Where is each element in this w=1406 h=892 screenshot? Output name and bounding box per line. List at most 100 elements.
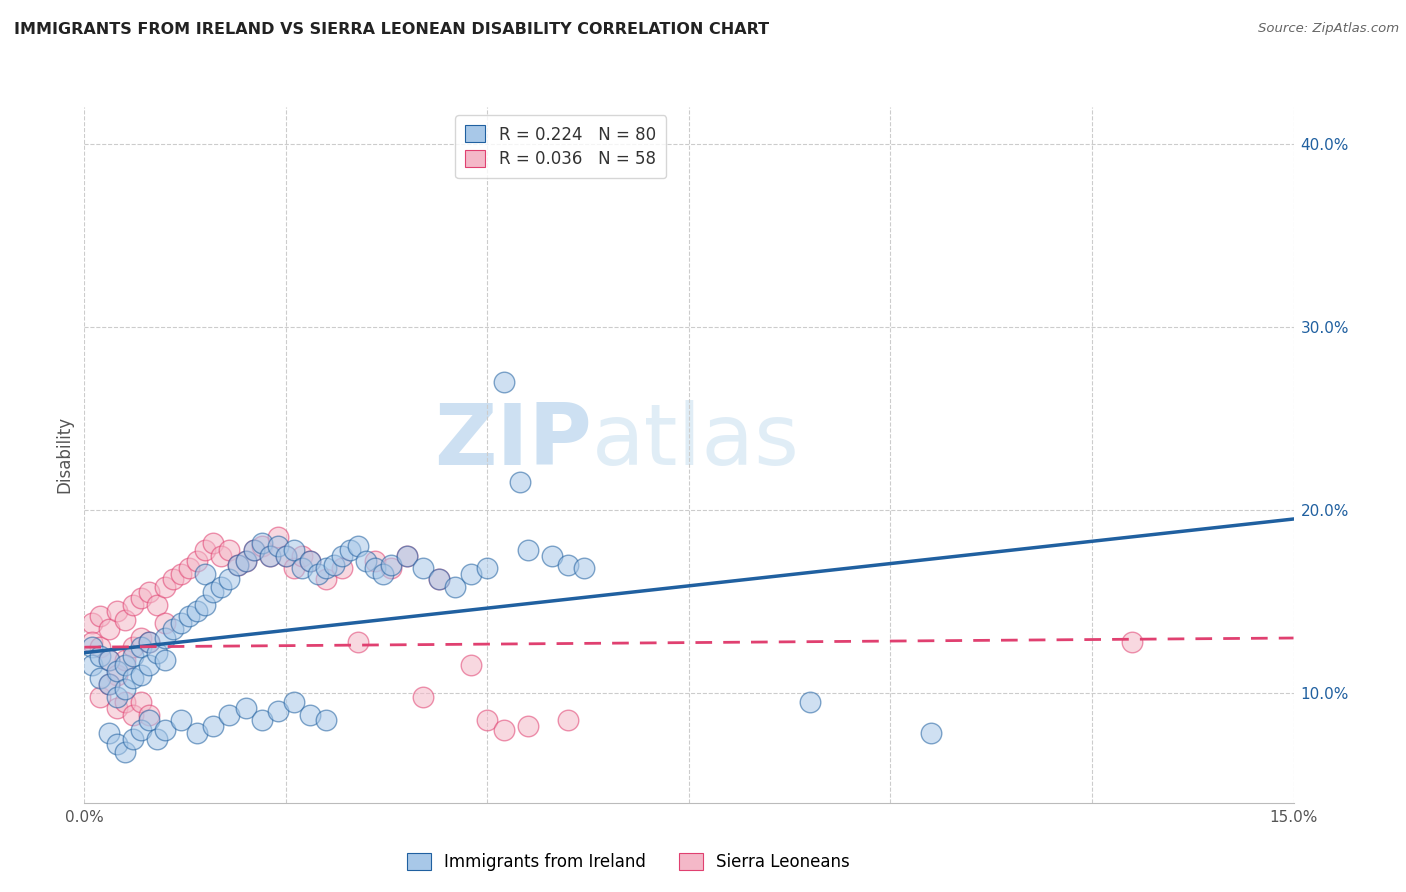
Point [274, 549, 297, 563]
Point [460, 658, 482, 673]
Point [114, 613, 136, 627]
Point [427, 573, 450, 587]
Point [89, 690, 111, 704]
Point [146, 646, 169, 660]
Point [209, 580, 232, 594]
Point [82, 616, 104, 631]
Point [129, 591, 152, 605]
Point [541, 549, 564, 563]
Point [202, 719, 225, 733]
Point [138, 634, 160, 648]
Point [105, 700, 128, 714]
Point [356, 554, 378, 568]
Point [299, 554, 322, 568]
Point [235, 554, 257, 568]
Point [89, 640, 111, 655]
Point [339, 543, 361, 558]
Point [114, 745, 136, 759]
Point [121, 731, 143, 746]
Point [146, 598, 169, 612]
Point [291, 549, 314, 563]
Point [153, 616, 176, 631]
Point [138, 707, 160, 722]
Point [105, 690, 128, 704]
Point [129, 723, 152, 737]
Point [105, 667, 128, 681]
Point [97, 726, 120, 740]
Point [492, 723, 515, 737]
Point [283, 561, 305, 575]
Y-axis label: Disability: Disability [55, 417, 73, 493]
Point [89, 609, 111, 624]
Point [209, 549, 232, 563]
Point [363, 561, 385, 575]
Point [202, 536, 225, 550]
Point [114, 682, 136, 697]
Text: IMMIGRANTS FROM IRELAND VS SIERRA LEONEAN DISABILITY CORRELATION CHART: IMMIGRANTS FROM IRELAND VS SIERRA LEONEA… [14, 22, 769, 37]
Point [202, 585, 225, 599]
Point [444, 580, 467, 594]
Point [194, 543, 217, 558]
Point [283, 695, 305, 709]
Point [226, 558, 249, 572]
Text: ZIP: ZIP [434, 400, 592, 483]
Point [412, 561, 434, 575]
Point [138, 658, 160, 673]
Point [347, 540, 370, 554]
Point [299, 554, 322, 568]
Point [460, 566, 482, 581]
Point [299, 707, 322, 722]
Point [347, 634, 370, 648]
Point [129, 640, 152, 655]
Point [89, 671, 111, 685]
Point [121, 671, 143, 685]
Point [395, 549, 418, 563]
Point [153, 631, 176, 645]
Point [477, 561, 499, 575]
Point [129, 667, 152, 681]
Point [920, 726, 942, 740]
Point [82, 640, 104, 655]
Point [114, 695, 136, 709]
Point [218, 543, 240, 558]
Point [121, 707, 143, 722]
Point [315, 561, 337, 575]
Point [267, 530, 290, 544]
Point [235, 554, 257, 568]
Point [557, 558, 579, 572]
Point [250, 536, 273, 550]
Point [412, 690, 434, 704]
Point [371, 566, 394, 581]
Point [226, 558, 249, 572]
Point [323, 558, 346, 572]
Point [235, 700, 257, 714]
Point [121, 640, 143, 655]
Point [114, 653, 136, 667]
Point [194, 566, 217, 581]
Point [105, 664, 128, 678]
Point [170, 714, 193, 728]
Point [179, 561, 201, 575]
Point [97, 653, 120, 667]
Point [330, 549, 353, 563]
Legend: Immigrants from Ireland, Sierra Leoneans: Immigrants from Ireland, Sierra Leoneans [401, 847, 856, 878]
Point [105, 737, 128, 751]
Point [121, 598, 143, 612]
Point [380, 558, 402, 572]
Point [250, 540, 273, 554]
Point [363, 554, 385, 568]
Point [799, 695, 821, 709]
Point [82, 634, 104, 648]
Point [557, 714, 579, 728]
Point [516, 543, 538, 558]
Point [170, 566, 193, 581]
Point [1121, 634, 1143, 648]
Point [97, 622, 120, 636]
Point [186, 603, 208, 617]
Point [267, 704, 290, 718]
Point [121, 649, 143, 664]
Point [105, 603, 128, 617]
Point [153, 723, 176, 737]
Point [194, 598, 217, 612]
Text: Source: ZipAtlas.com: Source: ZipAtlas.com [1258, 22, 1399, 36]
